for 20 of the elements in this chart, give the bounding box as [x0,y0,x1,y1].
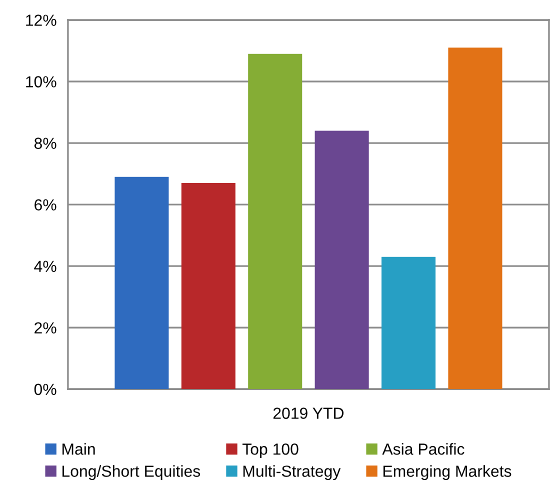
legend-label: Asia Pacific [382,443,464,455]
bar [181,183,236,390]
y-tick-label: 6% [34,199,56,211]
legend-label: Emerging Markets [383,465,512,480]
y-tick-label: 12% [26,14,56,26]
y-tick-label: 2% [34,322,56,334]
bar [382,256,436,390]
y-tick-label: 10% [26,76,56,88]
y-tick-label: 0% [34,384,56,396]
legend-label: Multi-Strategy [243,465,341,480]
bar [114,176,169,390]
y-tick-label: 4% [34,260,56,272]
bar [314,130,369,390]
legend-label: Main [62,443,95,455]
bar [248,54,302,390]
legend-label: Top 100 [242,443,298,458]
legend-label: Long/Short Equities [62,465,200,480]
y-tick-label: 8% [34,138,56,149]
bar [448,48,502,390]
x-tick-label: 2019 YTD [273,408,344,419]
